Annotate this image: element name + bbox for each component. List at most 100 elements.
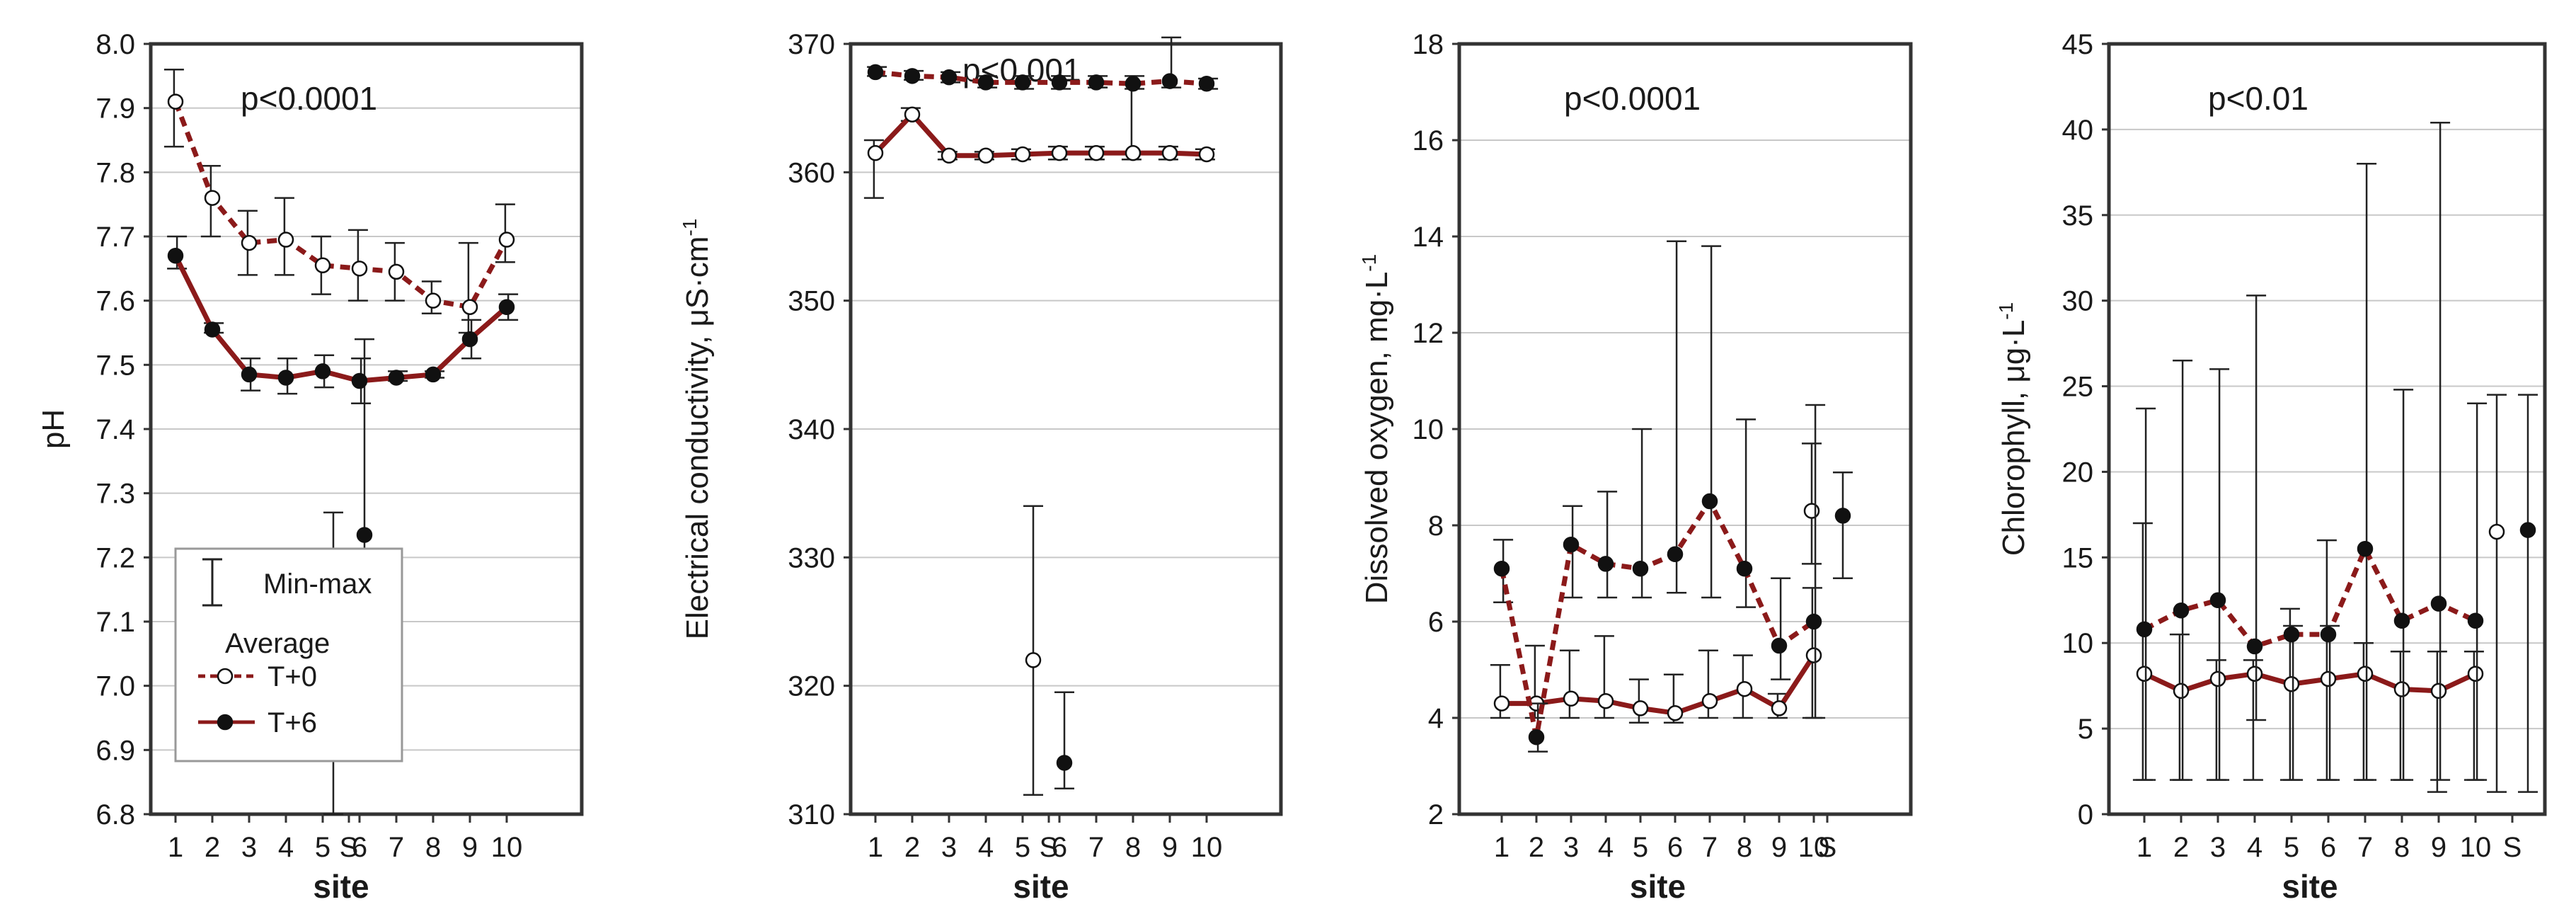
y-tick-label: 370 <box>788 29 835 60</box>
x-tick-label: 8 <box>1125 832 1141 863</box>
x-tick-label: 4 <box>978 832 994 863</box>
marker-t6 <box>1771 637 1788 654</box>
x-tick-label: 3 <box>1563 832 1579 863</box>
x-tick-label: 6 <box>352 832 367 863</box>
y-tick-label: 330 <box>788 542 835 573</box>
marker-t6 <box>1736 560 1753 577</box>
marker-t0 <box>1125 144 1142 161</box>
marker-t6 <box>1805 613 1822 630</box>
marker-t0 <box>1632 700 1649 716</box>
y-axis-label: Electrical conductivity, μS·cm-1 <box>679 219 715 640</box>
series-line-t0 <box>173 101 510 310</box>
series-line-t0 <box>1502 653 1816 716</box>
marker-t6 <box>2246 638 2263 655</box>
marker-t6 <box>1528 729 1545 746</box>
marker-t0 <box>2430 682 2447 699</box>
x-tick-label: 6 <box>1052 832 1067 863</box>
marker-t6 <box>977 74 994 91</box>
p-value-label: p<0.0001 <box>241 80 377 117</box>
marker-t6 <box>167 247 184 264</box>
marker-t6 <box>2136 621 2153 638</box>
x-axis-label: site <box>1630 868 1686 905</box>
y-tick-label: 8.0 <box>96 29 135 60</box>
marker-t6 <box>867 64 884 81</box>
marker-t0 <box>1493 695 1510 712</box>
legend-t0-label: T+0 <box>268 661 317 692</box>
marker-t6 <box>425 366 442 383</box>
series-line-t6 <box>1499 498 1815 740</box>
marker-t6 <box>1701 493 1718 510</box>
y-tick-label: 45 <box>2062 29 2094 60</box>
plot-frame <box>149 42 584 816</box>
marker-t6 <box>2519 522 2536 538</box>
marker-t6 <box>2173 602 2190 619</box>
marker-t6 <box>277 370 294 386</box>
x-tick-label: 7 <box>389 832 404 863</box>
x-tick-label: 8 <box>2394 832 2410 863</box>
x-axis-label: site <box>2282 868 2338 905</box>
marker-t6 <box>1834 508 1851 524</box>
marker-t6 <box>1051 74 1068 91</box>
series-line-t6 <box>173 254 509 384</box>
marker-t6 <box>2393 612 2410 629</box>
marker-t0 <box>167 93 184 110</box>
y-axis-label: Dissolved oxygen, mg·L-1 <box>1358 254 1394 604</box>
marker-t0 <box>2246 665 2263 682</box>
x-tick-label: 10 <box>1191 832 1223 863</box>
y-tick-label: 12 <box>1413 318 1444 349</box>
marker-t0 <box>241 234 258 251</box>
y-tick-label: 7.8 <box>96 157 135 188</box>
marker-t0 <box>204 190 221 206</box>
x-tick-label: 9 <box>1162 832 1178 863</box>
y-tick-label: 7.0 <box>96 671 135 702</box>
marker-t6 <box>1088 74 1105 91</box>
x-tick-label: 2 <box>205 832 220 863</box>
x-tick-label: 1 <box>2137 832 2152 863</box>
y-tick-label: 10 <box>1413 414 1444 445</box>
marker-t0 <box>1597 692 1614 709</box>
x-tick-label: 5 <box>1015 832 1030 863</box>
y-tick-label: 2 <box>1428 799 1444 830</box>
y-tick-label: 310 <box>788 799 835 830</box>
y-tick-label: 6.8 <box>96 799 135 830</box>
y-tick-label: 25 <box>2062 372 2094 403</box>
x-tick-label: 2 <box>2173 832 2189 863</box>
marker-t0 <box>1667 704 1684 721</box>
marker-t6 <box>241 366 258 383</box>
marker-t0 <box>1014 146 1031 163</box>
p-value-label: p<0.0001 <box>1564 80 1701 117</box>
x-tick-label: 10 <box>2460 832 2492 863</box>
x-tick-label: 2 <box>904 832 920 863</box>
y-tick-label: 14 <box>1413 222 1444 253</box>
y-tick-label: 30 <box>2062 286 2094 317</box>
marker-t0 <box>2320 670 2337 687</box>
marker-t0 <box>351 261 368 277</box>
y-tick-label: 18 <box>1413 29 1444 60</box>
x-axis-label: site <box>1013 868 1069 905</box>
y-tick-label: 40 <box>2062 115 2094 146</box>
marker-t6 <box>314 363 331 379</box>
x-tick-label: 1 <box>1494 832 1510 863</box>
marker-t6 <box>1632 560 1649 577</box>
marker-t6 <box>2209 592 2226 609</box>
marker-t6 <box>461 331 478 348</box>
marker-t6 <box>2357 540 2374 557</box>
x-tick-label: S <box>340 832 359 863</box>
series-line-t6 <box>2143 546 2477 649</box>
series-line-t0 <box>2143 671 2477 694</box>
marker-t0 <box>461 299 478 315</box>
x-tick-label: 2 <box>1529 832 1544 863</box>
y-tick-label: 7.7 <box>96 222 135 253</box>
marker-t6 <box>498 299 515 315</box>
y-tick-label: 6 <box>1428 607 1444 638</box>
marker-t0 <box>904 106 921 122</box>
legend-t6-label: T+6 <box>268 707 317 738</box>
marker-t6 <box>1125 75 1142 92</box>
marker-t0 <box>2173 682 2190 699</box>
x-axis-label: site <box>313 868 369 905</box>
x-tick-label: 7 <box>1702 832 1718 863</box>
x-tick-label: 3 <box>2210 832 2226 863</box>
